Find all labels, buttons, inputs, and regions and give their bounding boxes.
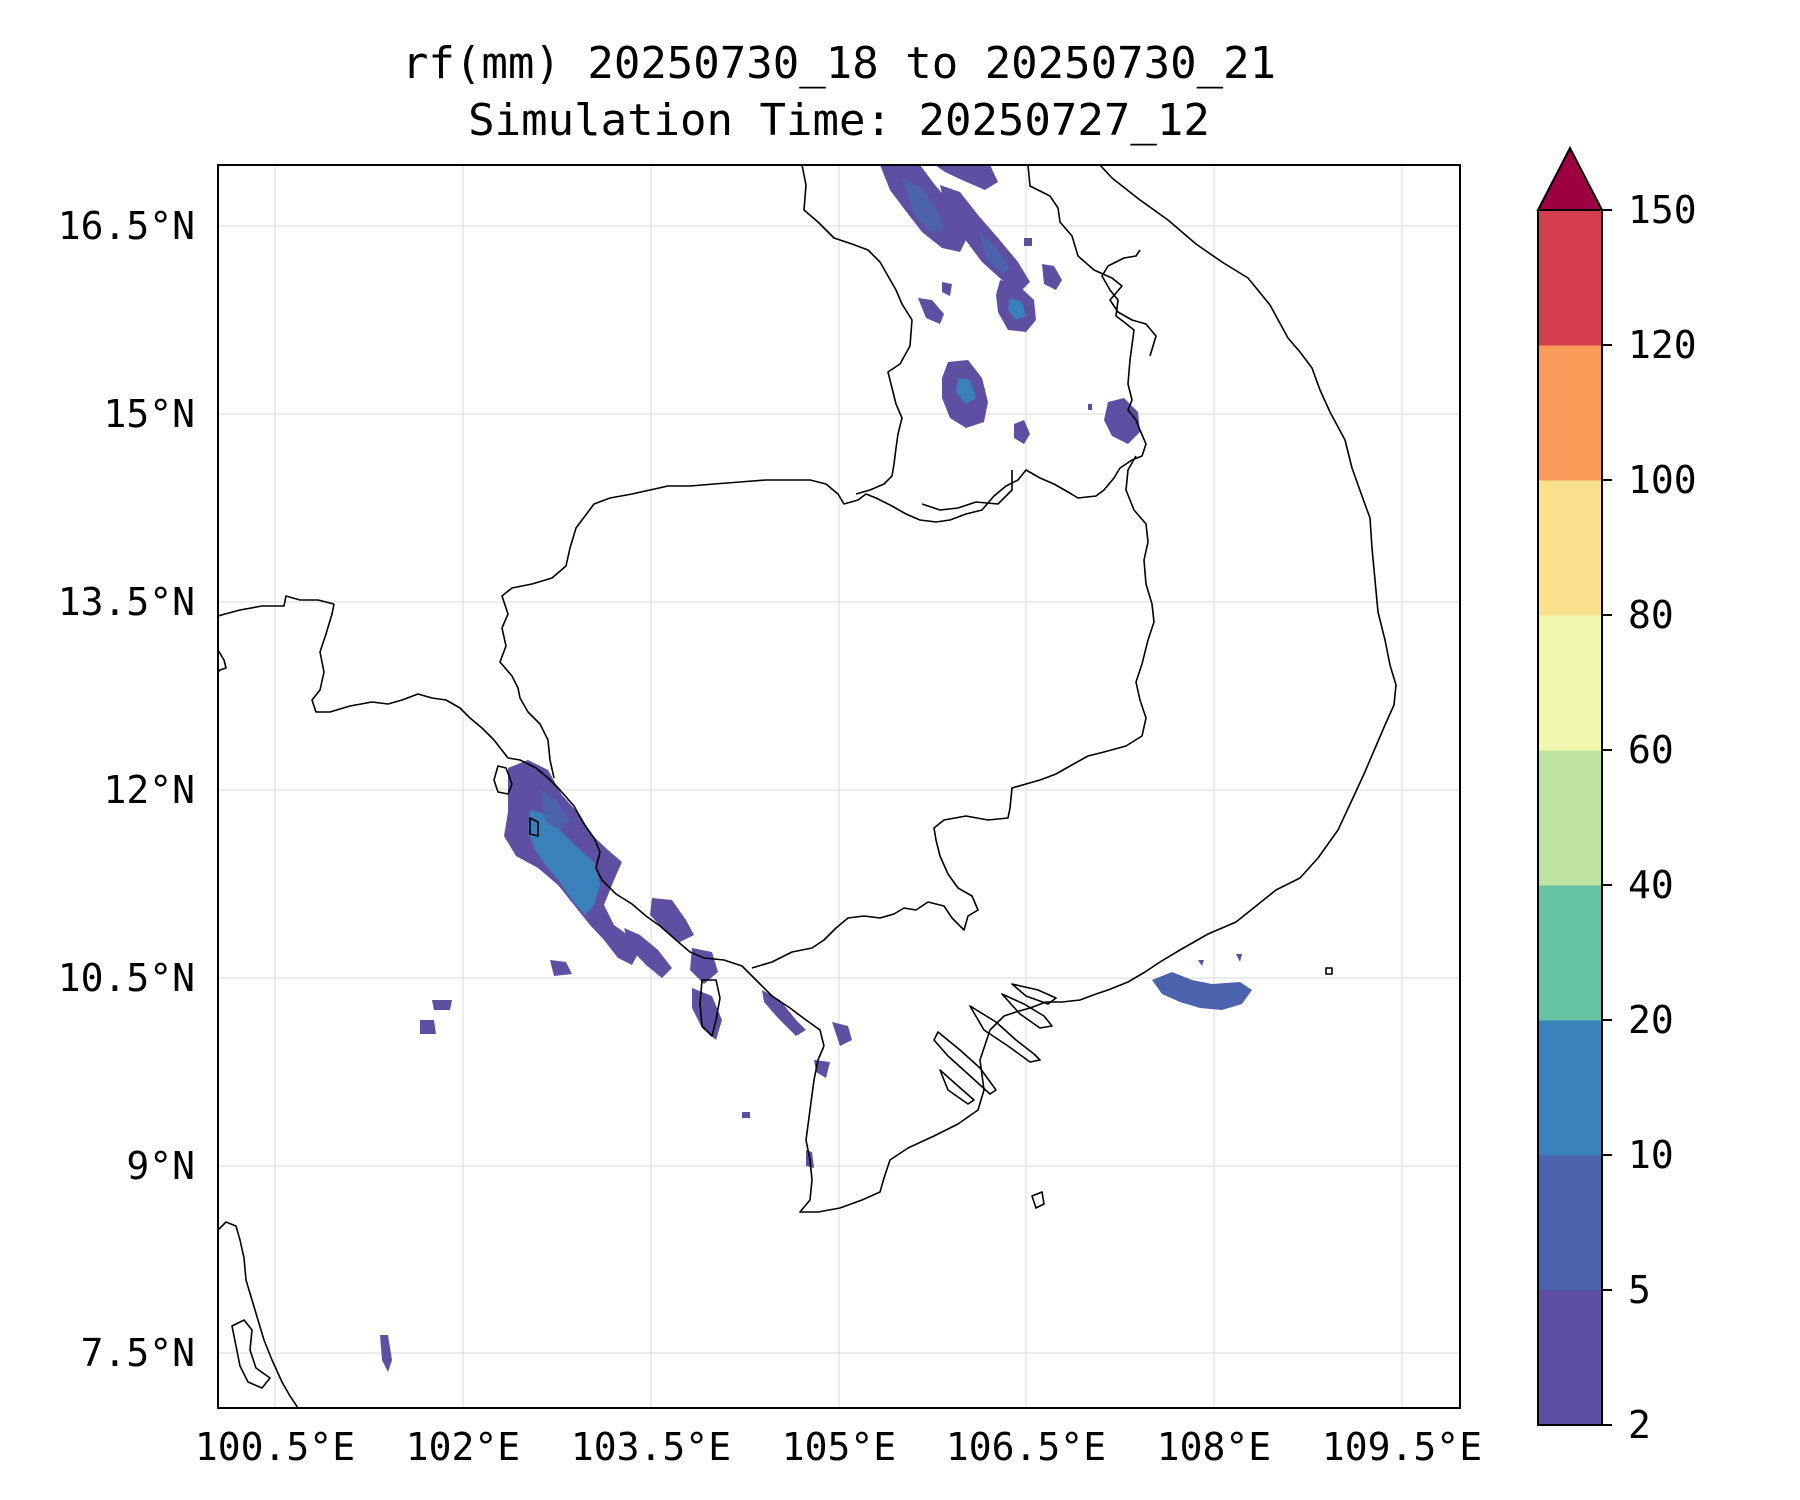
rain-band-north-1-core xyxy=(902,178,944,232)
island-gulf-1 xyxy=(529,817,539,837)
colorbar-frame xyxy=(1537,209,1603,1426)
colorbar-band xyxy=(1538,480,1602,616)
colorbar-band xyxy=(1538,750,1602,886)
coastlines-borders xyxy=(218,165,1397,1408)
colorbar-band xyxy=(1538,615,1602,751)
rain-cell-coast-7 xyxy=(814,1060,830,1078)
colorbar-band xyxy=(1538,1290,1602,1426)
border-laos-cambodia xyxy=(921,470,1013,511)
colorbar-band xyxy=(1538,210,1602,346)
coastline-thailand-west xyxy=(218,649,227,673)
lon-tick-label: 108°E xyxy=(1157,1425,1271,1469)
rain-cell-coast-5 xyxy=(762,990,806,1036)
colorbar-extend-arrow xyxy=(1536,145,1604,211)
rain-cell-sea-4 xyxy=(380,1335,392,1372)
colorbar-tick-label: 10 xyxy=(1628,1133,1674,1177)
colorbar-band xyxy=(1538,885,1602,1021)
lat-tick-label: 7.5°N xyxy=(81,1331,195,1375)
plot-frame xyxy=(217,164,1461,1409)
rain-band-gulf-coast-core xyxy=(528,810,600,915)
rain-cell-north-5 xyxy=(918,298,944,324)
coastline-vietnam-east xyxy=(1095,165,1397,995)
rain-cell-sea-5 xyxy=(742,1112,750,1118)
colorbar-band xyxy=(1538,1020,1602,1156)
coastline-thailand-east xyxy=(311,603,509,759)
map-plot-area xyxy=(217,164,1461,1409)
rain-cell-north-4 xyxy=(1042,264,1062,290)
border-cambodia-vietnam xyxy=(751,455,1155,969)
lon-tick-label: 100.5°E xyxy=(195,1425,355,1469)
colorbar-tick-label: 2 xyxy=(1628,1403,1651,1447)
lon-tick-label: 105°E xyxy=(782,1425,896,1469)
delta-channel-3 xyxy=(1001,993,1053,1029)
rain-cell-south-laos-4 xyxy=(1088,404,1092,410)
delta-channel-2 xyxy=(969,1005,1041,1063)
colorbar-tick-label: 60 xyxy=(1628,728,1674,772)
gridlines xyxy=(218,165,1460,1408)
coastline-phuket-area xyxy=(231,1319,271,1389)
rain-cell-sea-3 xyxy=(420,1020,436,1034)
lat-tick-label: 10.5°N xyxy=(58,956,195,1000)
lat-tick-label: 13.5°N xyxy=(58,580,195,624)
rain-cell-north-6 xyxy=(942,282,952,296)
coastline-cambodia xyxy=(507,757,825,1047)
colorbar-tick-label: 5 xyxy=(1628,1268,1651,1312)
rain-cell-south-laos-1-core xyxy=(956,378,976,404)
figure-title: rf(mm) 20250730_18 to 20250730_21 xyxy=(402,38,1276,89)
rain-cell-coast-3 xyxy=(624,928,672,978)
rain-cell-coast-4 xyxy=(690,948,718,984)
rain-cell-north-7 xyxy=(1024,238,1032,246)
lon-tick-label: 102°E xyxy=(406,1425,520,1469)
island-koh-kong xyxy=(493,765,513,795)
rain-cell-vietnam-coast-2 xyxy=(1236,954,1242,962)
island-con-dao xyxy=(1031,1191,1045,1209)
border-cambodia xyxy=(499,249,1147,779)
rain-cell-coast-2 xyxy=(650,898,694,942)
lat-tick-label: 12°N xyxy=(103,768,195,812)
colorbar-tick-label: 40 xyxy=(1628,863,1674,907)
rain-cell-south-laos-2 xyxy=(1104,398,1140,444)
rain-cell-vietnam-coast xyxy=(1152,972,1252,1010)
colorbar-tick-label: 100 xyxy=(1628,458,1697,502)
rain-band-north-top xyxy=(935,165,998,190)
border-laos-thailand xyxy=(801,165,913,495)
rain-cell-vietnam-coast-3 xyxy=(1198,960,1204,966)
colorbar-band xyxy=(1538,1155,1602,1291)
delta-channel-5 xyxy=(939,1069,975,1105)
coastline-thailand-gulf-top xyxy=(218,595,335,617)
rain-band-north-2-core xyxy=(980,232,1010,274)
colorbar-tick-label: 150 xyxy=(1628,188,1697,232)
figure-subtitle: Simulation Time: 20250727_12 xyxy=(468,95,1210,146)
lon-tick-label: 106.5°E xyxy=(946,1425,1106,1469)
rain-cell-south-laos-3 xyxy=(1014,420,1030,444)
colorbar-tick-label: 120 xyxy=(1628,323,1697,367)
lat-tick-label: 16.5°N xyxy=(58,204,195,248)
lon-tick-label: 109.5°E xyxy=(1322,1425,1482,1469)
border-laos-vietnam xyxy=(1027,165,1157,357)
delta-channel-4 xyxy=(1011,983,1057,1005)
colorbar-ticks: 2 5 10 20 40 60 80 100 120 150 xyxy=(1602,188,1697,1447)
coastline-malay-peninsula xyxy=(218,1221,299,1408)
colorbar-bands xyxy=(1538,210,1602,1426)
rain-cell-north-3-core xyxy=(1008,298,1026,320)
lat-axis: 16.5°N 15°N 13.5°N 12°N 10.5°N 9°N 7.5°N xyxy=(58,204,195,1375)
lon-axis: 100.5°E 102°E 103.5°E 105°E 106.5°E 108°… xyxy=(195,1425,1482,1469)
delta-channel-1 xyxy=(933,1031,997,1095)
lon-tick-label: 103.5°E xyxy=(571,1425,731,1469)
rain-cell-sea-2 xyxy=(432,1000,452,1010)
island-phu-quoc xyxy=(699,979,721,1037)
colorbar-tick-label: 80 xyxy=(1628,593,1674,637)
rain-band-gulf-coast-mid xyxy=(540,790,570,830)
colorbar-tick-label: 20 xyxy=(1628,998,1674,1042)
island-vietnam-small xyxy=(1325,967,1333,975)
rain-cell-coast-6 xyxy=(832,1022,852,1046)
colorbar: 2 5 10 20 40 60 80 100 120 150 xyxy=(1536,145,1697,1447)
coastline-mekong-delta xyxy=(799,993,1097,1213)
lat-tick-label: 15°N xyxy=(103,392,195,436)
lat-tick-label: 9°N xyxy=(126,1144,195,1188)
colorbar-band xyxy=(1538,345,1602,481)
rain-cell-sea-1 xyxy=(550,960,572,976)
